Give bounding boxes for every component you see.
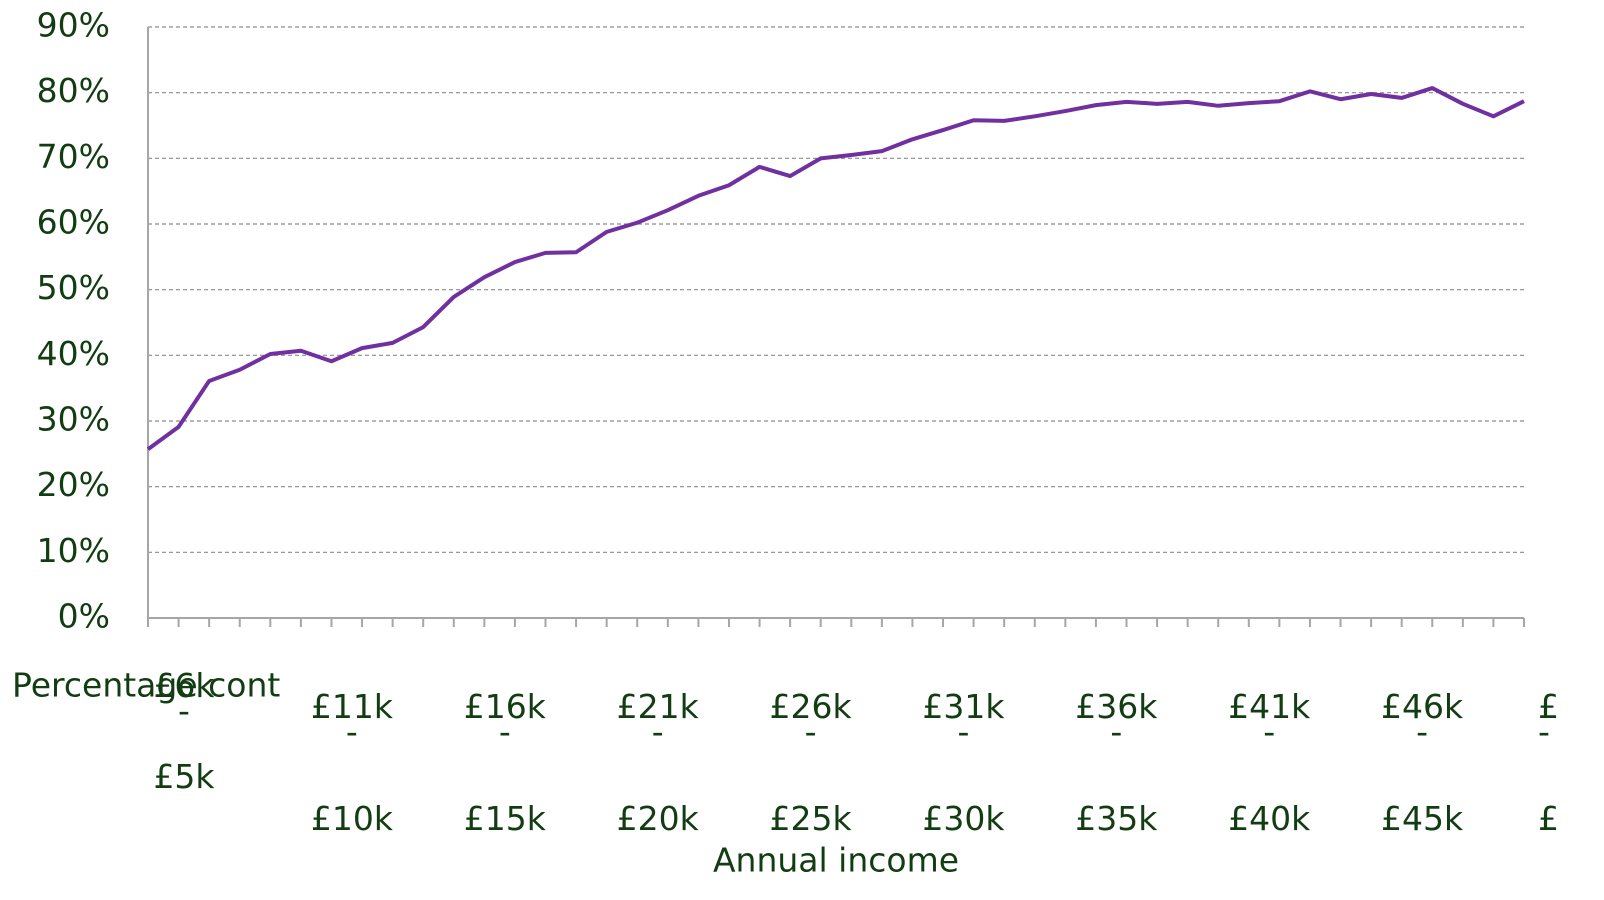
line-series [146,86,1525,451]
y-tick-label: 10% [37,531,110,570]
y-tick-label: 80% [37,71,110,110]
x-tick-label: £31k -£30k [922,687,1005,838]
y-tick-label: 50% [37,268,110,307]
y-tick-label: 0% [58,597,110,636]
x-tick-label: £46k -£45k [1381,687,1464,838]
y-tick-label: 30% [37,400,110,439]
y-axis-title: Percentage cont [12,666,280,705]
y-tick-label: 90% [37,6,110,45]
x-tick-label: £ -£ [1538,687,1559,838]
x-tick-label: £16k -£15k [464,687,547,838]
x-tick-label: £21k -£20k [617,687,700,838]
x-axis-title: Annual income [713,841,959,880]
y-tick-label: 60% [37,203,110,242]
x-tick-label: £41k -£40k [1228,687,1311,838]
x-tick-label: £6k -£5k [153,666,215,796]
x-tick-label: £26k -£25k [770,687,853,838]
y-tick-label: 40% [37,334,110,373]
y-tick-label: 70% [37,137,110,176]
x-tick-label: £36k -£35k [1075,687,1158,838]
y-tick-label: 20% [37,465,110,504]
x-tick-label: £11k -£10k [311,687,394,838]
